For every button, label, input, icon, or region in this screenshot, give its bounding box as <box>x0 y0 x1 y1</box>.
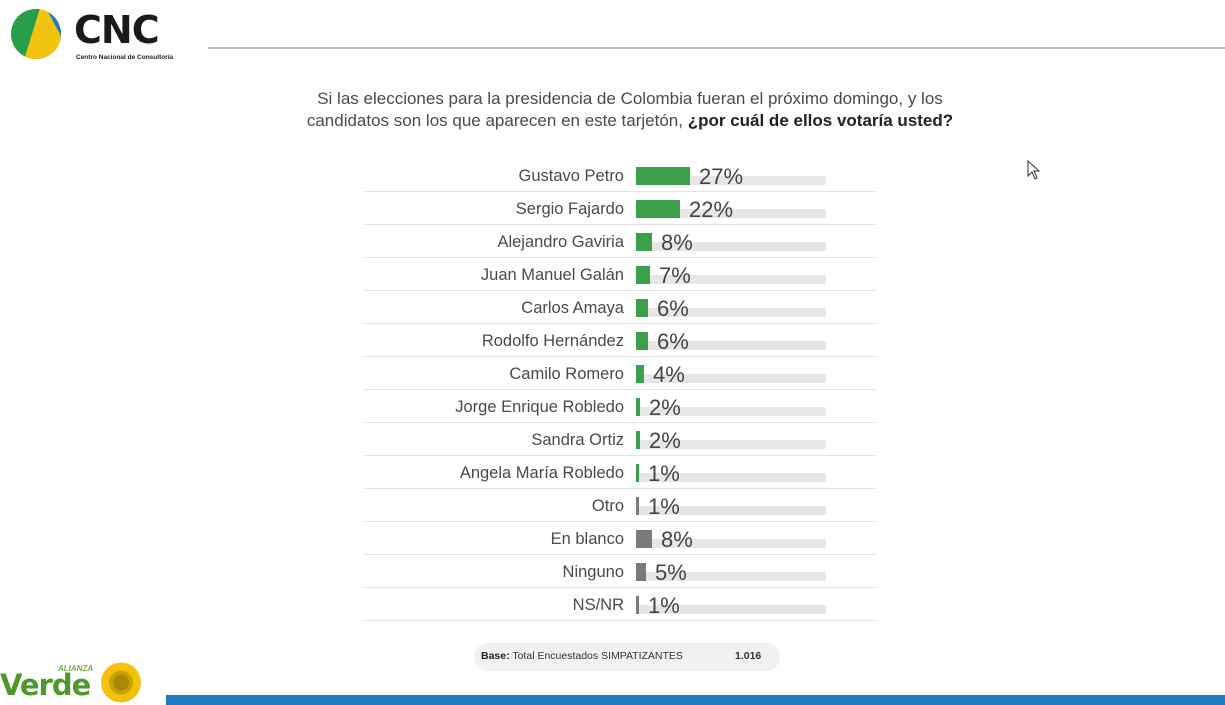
bar-track <box>636 242 826 251</box>
category-label: Alejandro Gaviria <box>497 233 624 251</box>
chart-row: En blanco 8% <box>364 527 876 555</box>
value-label: 8% <box>661 230 693 255</box>
bar <box>636 497 639 515</box>
chart-row: Juan Manuel Galán 7% <box>364 263 876 291</box>
base-value: 1.016 <box>735 650 762 662</box>
bar-track <box>636 308 826 317</box>
alianza-verde-logo-small: ALIANZA <box>58 664 94 673</box>
value-label: 6% <box>657 296 689 321</box>
category-label: Jorge Enrique Robledo <box>455 398 624 416</box>
base-note <box>474 643 780 671</box>
bar <box>636 266 650 284</box>
question-line-1: Si las elecciones para la presidencia de… <box>317 89 943 108</box>
chart-row: Gustavo Petro 27% <box>364 164 876 192</box>
bar <box>636 233 652 251</box>
value-label: 6% <box>657 329 689 354</box>
chart-row: Rodolfo Hernández 6% <box>364 329 876 357</box>
survey-question: Si las elecciones para la presidencia de… <box>250 88 1010 132</box>
cnc-logo-text: CNC <box>74 8 160 52</box>
bar-track <box>636 407 826 416</box>
chart-row: Sandra Ortiz 2% <box>364 428 876 456</box>
bar <box>636 596 639 614</box>
bar-track <box>636 473 826 482</box>
bar-track <box>636 209 826 218</box>
bar-track <box>636 572 826 581</box>
category-label: Sergio Fajardo <box>516 200 624 218</box>
bar-track <box>636 374 826 383</box>
bar <box>636 563 646 581</box>
bar-track <box>636 506 826 515</box>
category-label: NS/NR <box>573 596 624 614</box>
mouse-cursor-icon <box>1027 160 1041 180</box>
question-emphasis: ¿por cuál de ellos votaría usted? <box>687 111 954 130</box>
bar <box>636 431 640 449</box>
value-label: 1% <box>648 593 680 618</box>
value-label: 7% <box>659 263 691 288</box>
cnc-logo-subtitle: Centro Nacional de Consultoría <box>76 54 174 61</box>
category-label: Otro <box>592 497 624 515</box>
category-label: Angela María Robledo <box>460 464 624 482</box>
bar-track <box>636 275 826 284</box>
bar <box>636 530 652 548</box>
value-label: 22% <box>689 197 733 222</box>
bar <box>636 299 648 317</box>
chart-row: Alejandro Gaviria 8% <box>364 230 876 258</box>
base-label-text: Total Encuestados SIMPATIZANTES <box>512 650 683 662</box>
bar <box>636 464 639 482</box>
value-label: 1% <box>648 494 680 519</box>
category-label: Camilo Romero <box>509 365 624 383</box>
chart-row: NS/NR 1% <box>364 593 876 621</box>
bar <box>636 332 648 350</box>
category-label: Carlos Amaya <box>521 299 625 317</box>
bar-track <box>636 440 826 449</box>
category-label: Rodolfo Hernández <box>482 332 624 350</box>
footer-bar <box>166 695 1225 705</box>
chart-row: Sergio Fajardo 22% <box>364 197 876 225</box>
value-label: 5% <box>655 560 687 585</box>
value-label: 2% <box>649 395 681 420</box>
bar <box>636 365 644 383</box>
bar <box>636 200 680 218</box>
bar-track <box>636 605 826 614</box>
category-label: Ninguno <box>563 563 624 581</box>
value-label: 27% <box>699 164 743 189</box>
base-label-prefix: Base: <box>481 650 510 662</box>
bar-track <box>636 539 826 548</box>
chart-row: Camilo Romero 4% <box>364 362 876 390</box>
chart-row: Angela María Robledo 1% <box>364 461 876 489</box>
category-label: Juan Manuel Galán <box>481 266 624 284</box>
category-label: En blanco <box>551 530 624 548</box>
bar <box>636 167 690 185</box>
bar <box>636 398 640 416</box>
chart-row: Carlos Amaya 6% <box>364 296 876 324</box>
vote-intention-bar-chart: Gustavo Petro 27% Sergio Fajardo 22% Alejand… <box>364 164 876 621</box>
base-label: Base: Total Encuestados SIMPATIZANTES <box>481 650 683 662</box>
alianza-verde-logo-text: Verde <box>0 668 91 702</box>
value-label: 2% <box>649 428 681 453</box>
header-divider <box>208 47 1225 49</box>
question-line-2: candidatos son los que aparecen en este … <box>250 110 1010 132</box>
cnc-logo-icon <box>11 9 61 59</box>
value-label: 1% <box>648 461 680 486</box>
chart-row: Ninguno 5% <box>364 560 876 588</box>
chart-row: Jorge Enrique Robledo 2% <box>364 395 876 423</box>
category-label: Gustavo Petro <box>519 167 624 185</box>
category-label: Sandra Ortiz <box>531 431 624 449</box>
bar-track <box>636 341 826 350</box>
value-label: 4% <box>653 362 685 387</box>
sunflower-icon <box>101 662 141 703</box>
question-line-2-text: candidatos son los que aparecen en este … <box>306 111 688 130</box>
chart-row: Otro 1% <box>364 494 876 522</box>
cnc-logo: CNC Centro Nacional de Consultoría <box>8 4 208 66</box>
value-label: 8% <box>661 527 693 552</box>
